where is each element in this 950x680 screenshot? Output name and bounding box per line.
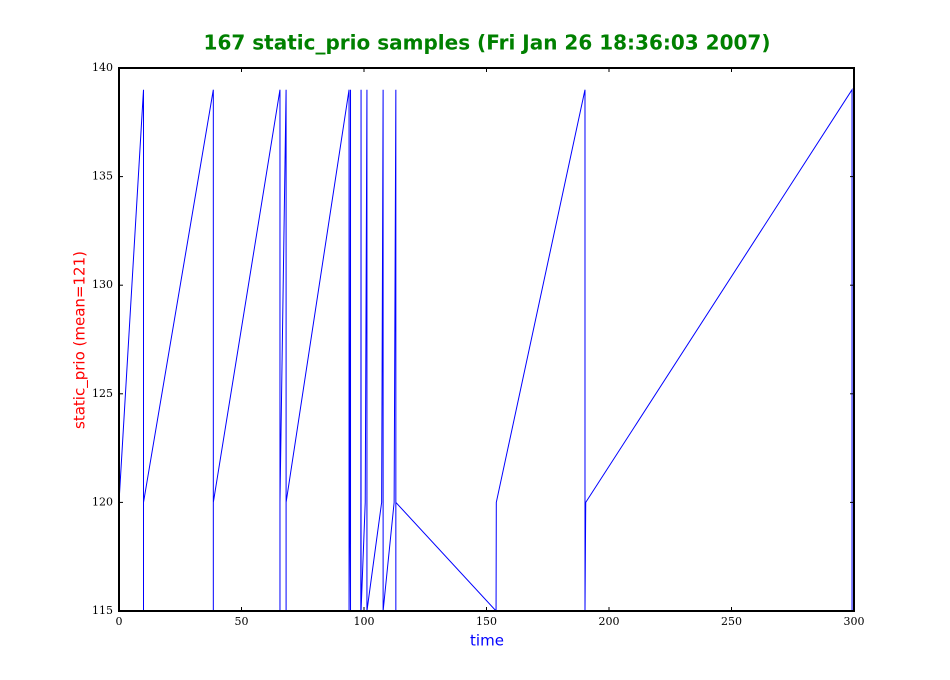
chart-title: 167 static_prio samples (Fri Jan 26 18:3…	[204, 31, 771, 55]
x-tick-label: 150	[476, 615, 497, 628]
plot-frame	[118, 67, 855, 612]
y-tick-label: 125	[92, 387, 113, 400]
x-tick-label: 0	[116, 615, 123, 628]
x-tick-label: 300	[844, 615, 865, 628]
y-tick-label: 130	[92, 278, 113, 291]
y-tick-label: 115	[92, 604, 113, 617]
x-tick-label: 100	[354, 615, 375, 628]
x-tick-label: 200	[599, 615, 620, 628]
x-axis-label: time	[470, 632, 504, 650]
x-tick-label: 250	[721, 615, 742, 628]
y-tick-label: 135	[92, 170, 113, 183]
y-tick-label: 140	[92, 61, 113, 74]
y-tick-label: 120	[92, 495, 113, 508]
data-line	[118, 88, 853, 613]
x-tick-label: 50	[235, 615, 249, 628]
y-axis-label: static_prio (mean=121)	[71, 251, 90, 429]
